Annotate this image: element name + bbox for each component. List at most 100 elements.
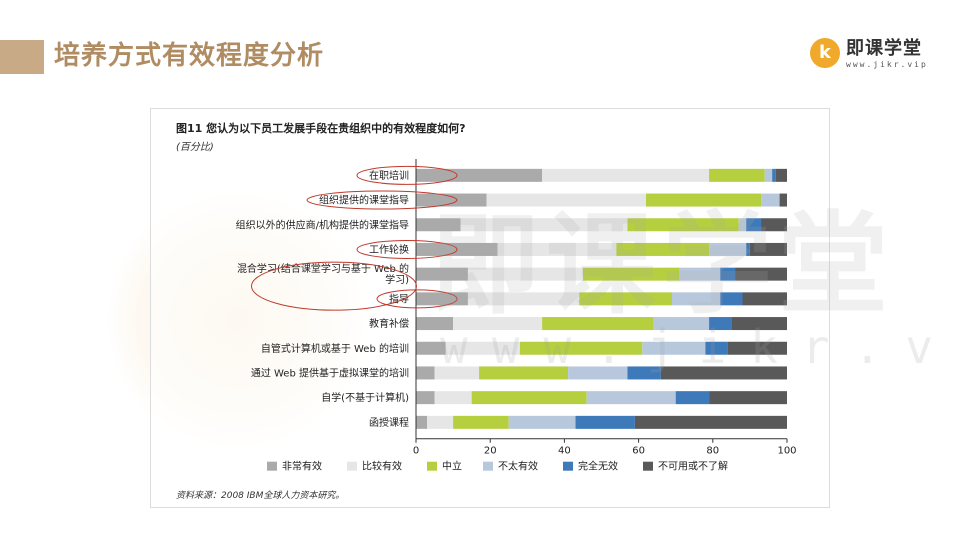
bar-segment [416,317,454,331]
bar-segment [709,168,765,182]
bar-segment [705,341,728,355]
bar-segment [416,267,468,281]
bar-segment [416,193,487,207]
x-tick-label: 100 [777,446,796,457]
bar-segment [679,267,721,281]
logo-url: www.jikr.vip [846,60,928,69]
category-label: 学习) [385,273,409,286]
category-label: 指导 [389,292,409,305]
bar-segment [479,366,569,380]
bar-segment [542,168,710,182]
x-tick-label: 20 [484,446,497,457]
legend-swatch [483,461,493,471]
bar-segment [579,292,672,306]
bar-segment [627,366,661,380]
bar-segment [453,415,509,429]
highlight-ellipses [251,165,458,311]
bar-segment [731,317,787,331]
bar-segment [416,168,543,182]
bar-segment [779,193,787,207]
bar-segment [582,267,680,281]
bar-segment [416,218,461,232]
bar-segment [709,317,732,331]
bar-segment [660,366,787,380]
bar-segment [634,415,787,429]
highlight-ellipse [251,261,417,311]
bar-segment [416,415,428,429]
bar-segment [738,218,747,232]
bar-segment [497,242,617,256]
bar-segment [575,415,635,429]
category-label: 组织提供的课堂指导 [319,194,409,207]
bar-segment [772,168,776,182]
bar-segment [586,391,676,405]
bar-segment [467,292,580,306]
bar-segment [416,391,435,405]
bar-segment [775,168,787,182]
category-label: 自学(不基于计算机) [321,391,409,404]
legend: 非常有效 比较有效 中立 不太有效 完全无效 不可用或不了解 [267,460,728,473]
bar-segment [764,168,773,182]
legend-swatch [347,461,357,471]
bar-segment [653,317,710,331]
category-label: 组织以外的供应商/机构提供的课堂指导 [236,218,409,231]
highlight-ellipse [356,165,458,185]
logo-name: 即课学堂 [846,38,922,59]
bar-segment [709,391,787,405]
bar-segment [542,317,654,331]
legend-swatch [643,461,653,471]
bar-segment [746,242,750,256]
bar-segment [627,218,739,232]
figure-source: 资料来源：2008 IBM全球人力资本研究。 [176,491,345,501]
category-label: 混合学习(结合课堂学习与基于 Web 的 [237,262,409,275]
legend-label: 中立 [442,460,462,473]
legend-label: 非常有效 [282,460,322,473]
bar-segment [486,193,647,207]
bar-segment [416,366,435,380]
logo-badge-icon: k [810,38,840,68]
legend-swatch [267,461,277,471]
x-tick-label: 80 [706,446,719,457]
bar-segment [720,267,736,281]
legend-swatch [563,461,573,471]
category-label: 工作轮换 [369,243,409,256]
slide-title: 培养方式有效程度分析 [54,41,325,71]
bar-segment [616,242,710,256]
watermark-text: 即课学堂 [430,201,894,329]
bar-group [416,168,787,429]
figure-title: 图11 您认为以下员工发展手段在贵组织中的有效程度如何? [176,122,466,135]
bar-segment [508,415,576,429]
bar-segment [720,292,743,306]
watermark-url: www.jikr.vip [440,320,960,374]
bar-segment [434,391,472,405]
bar-segment [675,391,710,405]
category-label: 通过 Web 提供基于虚拟课堂的培训 [251,366,409,379]
category-label: 在职培训 [369,169,409,182]
highlight-ellipse [356,239,458,259]
brand-logo: k 即课学堂 www.jikr.vip [810,38,940,74]
bar-segment [568,366,628,380]
bar-segment [761,218,787,232]
bar-segment [519,341,643,355]
bar-segment [727,341,787,355]
bar-segment [471,391,587,405]
bar-segment [746,218,762,232]
bar-segment [416,341,446,355]
stacked-bar-chart: 在职培训组织提供的课堂指导组织以外的供应商/机构提供的课堂指导工作轮换混合学习(… [236,159,797,473]
highlight-ellipse [376,289,458,309]
x-tick-label: 60 [632,446,645,457]
bar-segment [642,341,706,355]
x-tick-label: 0 [413,446,419,457]
highlight-ellipse [306,190,458,210]
bar-segment [671,292,721,306]
bar-segment [427,415,454,429]
category-labels: 在职培训组织提供的课堂指导组织以外的供应商/机构提供的课堂指导工作轮换混合学习(… [236,169,409,429]
legend-label: 完全无效 [578,460,618,473]
category-label: 函授课程 [369,416,409,429]
x-tick-label: 40 [558,446,571,457]
bar-segment [709,242,747,256]
bar-segment [742,292,787,306]
category-label: 自管式计算机或基于 Web 的培训 [261,342,409,355]
legend-swatch [427,461,437,471]
legend-label: 比较有效 [362,460,402,473]
